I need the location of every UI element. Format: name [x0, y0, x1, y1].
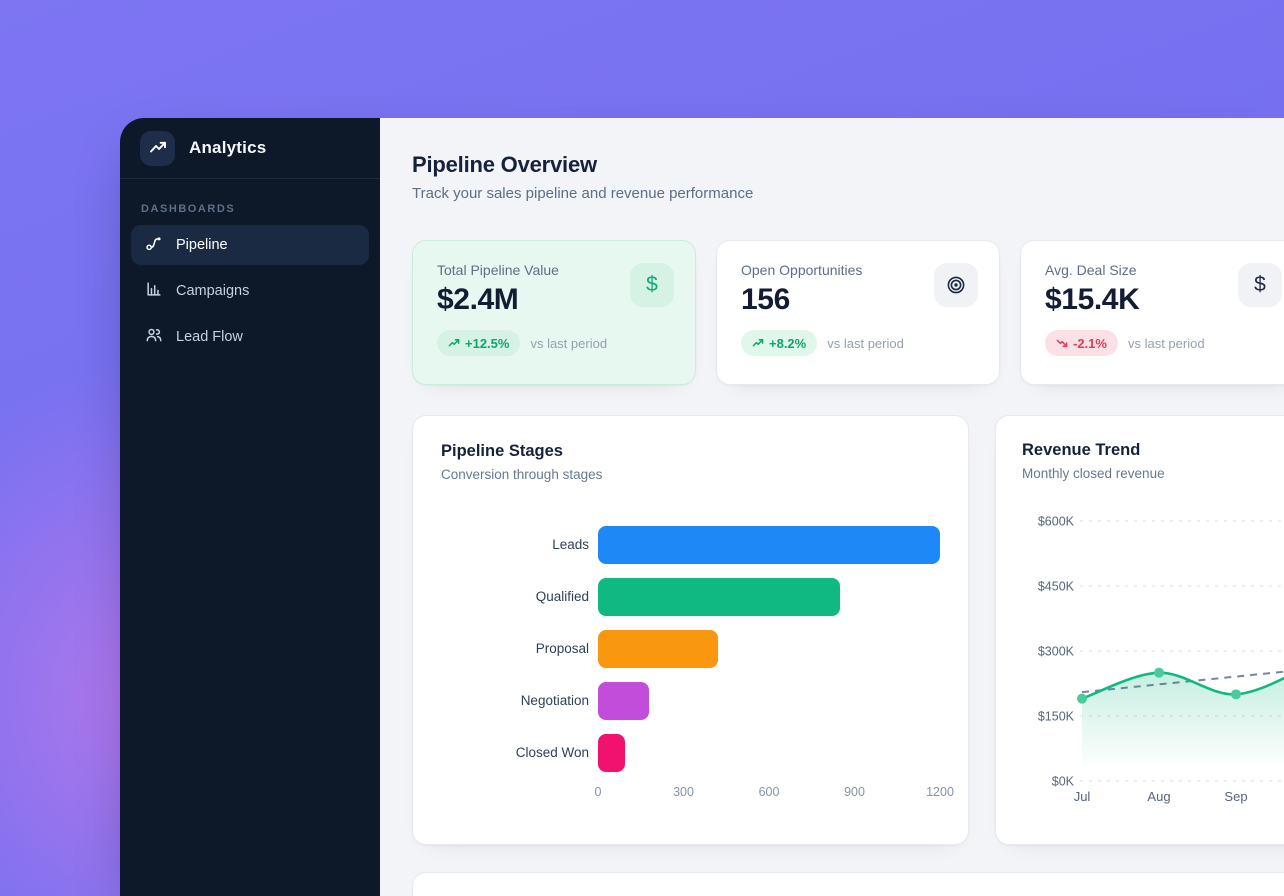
brand-name: Analytics — [189, 138, 267, 157]
y-tick-label: $300K — [1038, 645, 1075, 659]
users-icon — [145, 326, 163, 348]
bar-category-label: Proposal — [535, 640, 589, 656]
data-point-dot — [1077, 693, 1087, 704]
trending-up-icon — [448, 339, 460, 347]
trending-up-icon — [140, 130, 175, 166]
bar-chart-x-axis: 0 300 600 900 1200 — [594, 785, 954, 805]
data-point-dot — [1154, 667, 1164, 678]
bar — [598, 526, 940, 564]
sidebar-item-pipeline[interactable]: Pipeline — [131, 225, 369, 265]
x-tick-label: Sep — [1224, 789, 1247, 804]
kpi-compare: vs last period — [530, 335, 608, 351]
y-tick-label: $600K — [1038, 515, 1075, 529]
trending-down-icon — [1056, 339, 1068, 347]
bar — [598, 630, 718, 668]
revenue-trend-card: $0K$150K$300K$450K$600KJulAugSepOct Reve… — [995, 415, 1284, 845]
x-tick-label: 600 — [758, 785, 780, 799]
charts-row: Pipeline Stages Conversion through stage… — [412, 415, 1284, 845]
kpi-card-open-opportunities: Open Opportunities 156 +8.2% vs last per… — [716, 240, 1000, 385]
sidebar-item-label: Campaigns — [176, 283, 250, 299]
y-tick-label: $0K — [1052, 775, 1075, 789]
page-subtitle: Track your sales pipeline and revenue pe… — [412, 185, 754, 202]
data-point-dot — [1231, 689, 1241, 700]
bar — [598, 682, 650, 720]
line-chart: $0K$150K$300K$450K$600KJulAugSepOct — [1038, 515, 1284, 804]
sidebar-item-label: Pipeline — [176, 237, 228, 253]
bottom-card — [412, 872, 1284, 896]
chart-subtitle: Conversion through stages — [441, 467, 603, 482]
revenue-area — [1082, 672, 1284, 781]
delta-badge: +12.5% — [437, 330, 521, 356]
kpi-card-avg-deal-size: Avg. Deal Size $15.4K -2.1% vs last peri… — [1020, 240, 1284, 385]
chart-subtitle: Monthly closed revenue — [1022, 466, 1165, 481]
x-tick-label: Aug — [1147, 789, 1170, 804]
x-tick-label: Jul — [1074, 789, 1091, 804]
kpi-value: $15.4K — [1045, 283, 1140, 316]
kpi-compare: vs last period — [827, 335, 904, 351]
kpi-value: $2.4M — [437, 283, 519, 316]
kpi-label: Open Opportunities — [741, 262, 863, 278]
bar-category-label: Closed Won — [515, 744, 589, 760]
delta-badge: +8.2% — [741, 330, 818, 356]
app-window: Analytics DASHBOARDS Pipeline — [120, 118, 1284, 896]
bar-row: Proposal — [441, 623, 940, 675]
kpi-value: 156 — [741, 283, 790, 316]
sidebar: Analytics DASHBOARDS Pipeline — [120, 118, 380, 896]
bar-chart-icon — [145, 280, 163, 302]
bar-row: Negotiation — [441, 675, 940, 727]
target-icon — [934, 263, 978, 307]
x-tick-label: 0 — [594, 785, 602, 799]
dollar-icon: $ — [630, 263, 674, 307]
bar-category-label: Qualified — [535, 588, 589, 604]
x-tick-label: 1200 — [926, 785, 954, 799]
x-tick-label: 300 — [673, 785, 694, 799]
y-tick-label: $450K — [1038, 580, 1075, 594]
pipeline-stages-card: Pipeline Stages Conversion through stage… — [412, 415, 969, 845]
bar-category-label: Negotiation — [520, 692, 589, 708]
bar — [598, 578, 841, 616]
chart-title: Pipeline Stages — [441, 442, 563, 460]
sidebar-item-label: Lead Flow — [176, 329, 243, 345]
page-title: Pipeline Overview — [412, 152, 597, 177]
kpi-label: Total Pipeline Value — [437, 262, 559, 278]
kpi-compare: vs last period — [1127, 335, 1205, 351]
x-tick-label: 900 — [844, 785, 865, 799]
bar-row: Closed Won — [441, 727, 940, 779]
delta-badge: -2.1% — [1045, 330, 1118, 356]
kpi-row: Total Pipeline Value $2.4M +12.5% vs las… — [412, 240, 1284, 385]
sidebar-nav: Pipeline Campaigns — [120, 225, 380, 357]
bar — [598, 734, 626, 772]
sidebar-item-lead-flow[interactable]: Lead Flow — [131, 317, 369, 357]
trending-up-icon — [752, 339, 764, 347]
revenue-line — [1080, 671, 1284, 700]
kpi-label: Avg. Deal Size — [1045, 262, 1137, 278]
bar-chart: Leads Qualified Proposal Negotiation Closed … — [441, 519, 940, 779]
main-content: Pipeline Overview Track your sales pipel… — [380, 118, 1284, 896]
brand: Analytics — [120, 118, 380, 179]
dollar-icon: $ — [1238, 263, 1282, 307]
route-icon — [145, 234, 163, 256]
sidebar-section-label: DASHBOARDS — [141, 203, 236, 215]
bar-row: Qualified — [441, 571, 940, 623]
sidebar-item-campaigns[interactable]: Campaigns — [131, 271, 369, 311]
kpi-card-total-pipeline-value: Total Pipeline Value $2.4M +12.5% vs las… — [412, 240, 696, 385]
y-tick-label: $150K — [1038, 710, 1075, 724]
bar-category-label: Leads — [552, 536, 589, 552]
chart-title: Revenue Trend — [1022, 441, 1141, 459]
bar-row: Leads — [441, 519, 940, 571]
